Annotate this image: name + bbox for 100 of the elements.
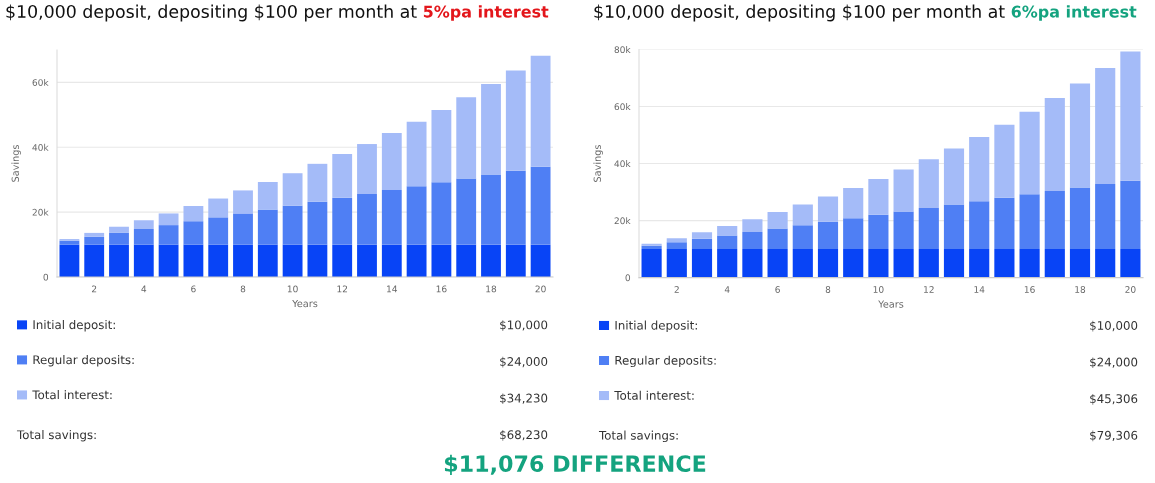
chart-title: $10,000 deposit, depositing $100 per month at [594, 4, 1005, 22]
bar [530, 55, 551, 167]
chart-subtitle: 5%pa interest [423, 5, 549, 21]
bar [742, 231, 763, 250]
bar [357, 144, 377, 194]
bar [717, 225, 738, 236]
bar [332, 244, 353, 277]
bar [817, 196, 839, 222]
x-tick-label: 16 [436, 285, 447, 293]
bar [666, 249, 687, 278]
bar [943, 249, 965, 278]
bar [505, 170, 526, 245]
x-tick-label: 4 [724, 286, 730, 293]
bar [381, 190, 402, 245]
bar [233, 190, 253, 214]
bar [530, 166, 551, 245]
bar [817, 249, 839, 278]
bar [357, 244, 377, 277]
bar [257, 181, 278, 210]
bar [1019, 111, 1040, 195]
x-tick-label: 14 [387, 285, 398, 293]
bar [109, 226, 129, 233]
chart-subtitle: 6%pa interest [1011, 5, 1137, 21]
bar [969, 201, 990, 250]
bar [1044, 97, 1065, 191]
bar [431, 244, 452, 277]
bar [257, 209, 278, 245]
y-tick-label: 0 [43, 273, 49, 281]
bar [691, 232, 713, 239]
bar [691, 249, 713, 278]
bar [233, 244, 253, 277]
bar [233, 213, 253, 245]
bar [792, 249, 813, 278]
bar [666, 238, 687, 243]
bar [1120, 51, 1141, 181]
y-tick-label: 40k [614, 160, 631, 168]
bar [282, 173, 303, 206]
bar [1069, 187, 1091, 250]
x-tick-label: 10 [873, 286, 884, 293]
bar [1120, 249, 1141, 278]
bar [1095, 249, 1116, 278]
bar [307, 163, 328, 202]
bar [843, 249, 864, 278]
y-tick-label: 0 [625, 274, 631, 282]
x-tick-label: 12 [924, 286, 934, 293]
bar [530, 244, 551, 277]
bar [431, 182, 452, 245]
x-tick-label: 14 [974, 286, 985, 293]
bar [158, 213, 179, 226]
text: $24,000 [500, 356, 548, 368]
text: $11,076 DIFFERENCE [444, 454, 706, 475]
y-tick-label: 40k [32, 143, 49, 151]
bar [1019, 249, 1040, 278]
bar [868, 214, 889, 250]
bar [406, 121, 427, 187]
bar [994, 197, 1015, 250]
bar [456, 244, 477, 277]
bar [893, 249, 914, 278]
x-axis-title: Years [292, 299, 318, 308]
bar [183, 244, 204, 277]
bar [994, 124, 1015, 198]
bar [282, 244, 303, 277]
chart-title: $10,000 deposit, depositing $100 per month at [6, 4, 417, 22]
x-tick-label: 2 [91, 285, 97, 293]
bar [1044, 190, 1065, 250]
bar [1095, 68, 1116, 185]
x-tick-label: 20 [1125, 286, 1136, 293]
x-tick-label: 12 [337, 285, 348, 293]
bar [406, 244, 427, 277]
legend-label: Initial deposit: [615, 320, 697, 333]
bar [918, 208, 939, 250]
bar [792, 225, 813, 250]
text: Total savings: [16, 430, 96, 442]
text: $10,000 [1090, 320, 1138, 332]
bar [969, 249, 990, 278]
x-tick-label: 2 [674, 286, 679, 293]
bar [481, 84, 501, 175]
bar [868, 249, 889, 278]
x-tick-label: 10 [287, 285, 298, 293]
bar [943, 148, 965, 205]
bar [843, 218, 864, 250]
bar [767, 228, 788, 250]
bar [943, 204, 965, 250]
x-axis-title: Years [878, 300, 904, 308]
bar [1044, 249, 1065, 278]
x-tick-label: 8 [240, 285, 246, 293]
text: Total savings: [598, 430, 678, 443]
legend-label: Regular deposits: [615, 355, 716, 368]
bar [381, 133, 402, 191]
y-tick-label: 60k [614, 103, 631, 111]
y-tick-label: 80k [614, 46, 631, 54]
bar [133, 229, 154, 245]
bar [332, 154, 353, 198]
bar [767, 212, 788, 229]
legend-label: Initial deposit: [33, 320, 115, 332]
bar [208, 244, 229, 277]
bar [868, 178, 889, 215]
bar [641, 243, 662, 246]
text: $79,306 [1090, 430, 1138, 442]
text: $24,000 [1090, 357, 1138, 369]
